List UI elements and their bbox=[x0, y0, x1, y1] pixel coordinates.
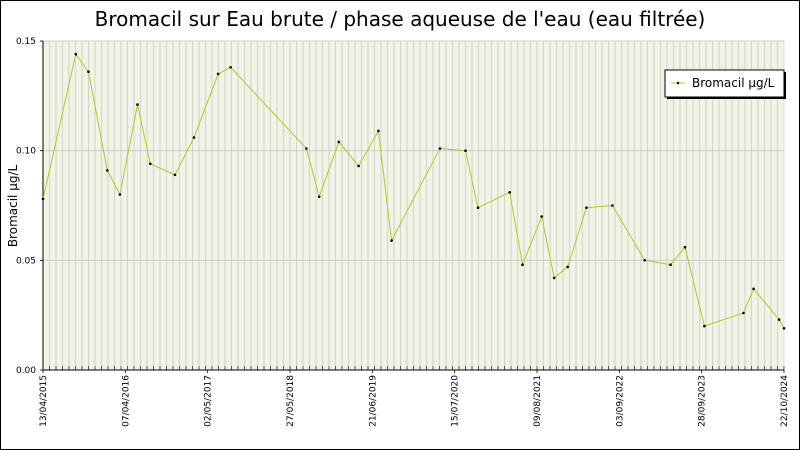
data-point bbox=[777, 318, 781, 321]
data-point bbox=[703, 324, 706, 328]
data-point bbox=[540, 215, 543, 218]
x-tick-label: 28/09/2023 bbox=[698, 375, 708, 427]
data-point bbox=[476, 206, 480, 209]
x-tick-label: 07/04/2016 bbox=[121, 375, 131, 427]
x-tick-labels: 13/04/2015 07/04/2016 02/05/2017 27/05/2018… bbox=[39, 370, 790, 427]
x-tick-label: 13/04/2015 bbox=[39, 375, 49, 427]
data-point bbox=[611, 204, 614, 207]
data-point bbox=[742, 311, 745, 315]
y-tick-label: 0.05 bbox=[16, 256, 36, 266]
data-point bbox=[337, 140, 341, 144]
data-point bbox=[377, 129, 380, 133]
data-point bbox=[216, 72, 220, 76]
data-point bbox=[683, 245, 687, 249]
x-tick-label: 21/06/2019 bbox=[368, 375, 378, 427]
data-point bbox=[464, 149, 467, 152]
y-axis-label: Bromacil µg/L bbox=[6, 165, 20, 248]
x-minor-ticks bbox=[42, 366, 785, 370]
data-point bbox=[585, 206, 588, 209]
x-tick-label: 03/09/2022 bbox=[615, 375, 625, 427]
data-point bbox=[566, 265, 569, 269]
data-point bbox=[643, 259, 646, 262]
data-point bbox=[149, 162, 152, 166]
x-tick-label: 15/07/2020 bbox=[451, 375, 461, 427]
data-points bbox=[41, 52, 786, 330]
y-tick-label: 0.15 bbox=[16, 37, 36, 47]
data-point bbox=[508, 191, 512, 194]
data-point bbox=[438, 147, 442, 150]
data-point bbox=[87, 70, 90, 73]
data-point bbox=[390, 239, 393, 242]
x-tick-label: 27/05/2018 bbox=[286, 375, 296, 427]
chart-title: Bromacil sur Eau brute / phase aqueuse d… bbox=[95, 7, 706, 31]
y-tick-labels: 0.00 0.05 0.10 0.15 bbox=[16, 37, 43, 376]
legend-label-bromacil: Bromacil µg/L bbox=[692, 76, 775, 90]
data-point bbox=[229, 66, 232, 69]
data-point bbox=[136, 103, 139, 106]
legend: Bromacil µg/L bbox=[664, 69, 786, 99]
data-point bbox=[305, 147, 308, 150]
data-point bbox=[106, 169, 109, 172]
data-point bbox=[521, 263, 524, 267]
y-tick-label: 0.00 bbox=[16, 366, 36, 376]
vertical-grid bbox=[49, 41, 778, 370]
horizontal-grid bbox=[43, 40, 784, 261]
data-point bbox=[192, 136, 196, 139]
data-point bbox=[669, 263, 672, 267]
data-point bbox=[74, 52, 78, 56]
x-tick-label: 09/08/2021 bbox=[533, 375, 543, 427]
data-point bbox=[357, 164, 360, 168]
data-point bbox=[752, 287, 755, 291]
data-point bbox=[118, 193, 122, 196]
x-tick-label: 02/05/2017 bbox=[204, 375, 214, 427]
x-tick-label: 22/10/2024 bbox=[780, 375, 790, 427]
y-tick-label: 0.10 bbox=[16, 147, 36, 157]
data-point bbox=[41, 197, 45, 201]
data-point bbox=[317, 195, 321, 198]
data-point bbox=[782, 327, 786, 330]
legend-swatch-marker bbox=[676, 81, 680, 85]
data-point bbox=[552, 276, 556, 280]
data-point bbox=[173, 173, 177, 177]
